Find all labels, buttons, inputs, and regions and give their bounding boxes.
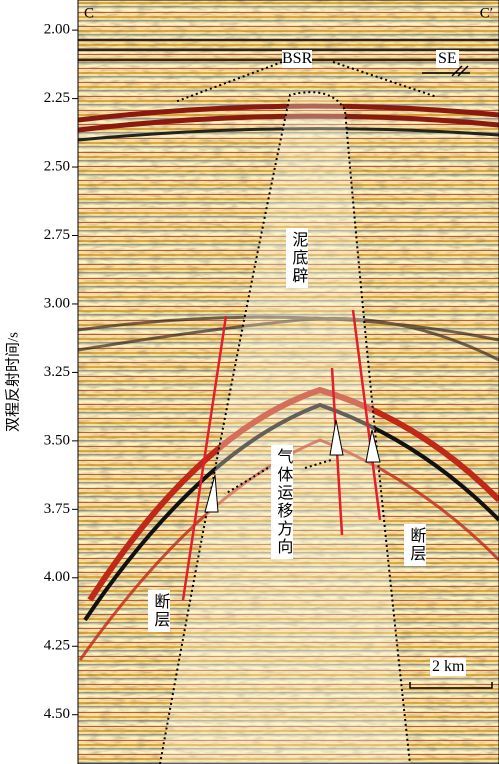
y-tick-label: 3.75 — [44, 501, 70, 517]
y-tick-label: 2.00 — [44, 22, 70, 38]
seismic-profile: 2.00 2.25 2.50 2.75 3.00 3.25 3.50 3.75 4.00 4.25… — [0, 0, 499, 764]
diapir-label: 泥底辟 — [286, 228, 308, 288]
y-tick-label: 4.00 — [44, 569, 70, 585]
seismic-image — [78, 0, 499, 764]
y-tick-label: 3.00 — [44, 295, 70, 311]
profile-end: C′ — [480, 5, 493, 21]
y-tick-label: 4.25 — [44, 638, 70, 654]
scale-label: 2 km — [430, 658, 466, 676]
y-tick-label: 2.25 — [44, 90, 70, 106]
y-tick-label: 4.50 — [44, 706, 70, 722]
fault-label: 断层 — [148, 590, 170, 632]
profile-start: C — [84, 5, 94, 21]
gas-migration-label: 气体运移方向 — [271, 445, 293, 559]
figure: 2.00 2.25 2.50 2.75 3.00 3.25 3.50 3.75 4.00 4.25… — [0, 0, 499, 764]
y-axis: 2.00 2.25 2.50 2.75 3.00 3.25 3.50 3.75 4.00 4.25… — [44, 22, 78, 723]
y-axis-label: 双程反射时间/s — [4, 332, 21, 432]
y-tick-label: 2.75 — [44, 227, 70, 243]
y-tick-label: 2.50 — [44, 158, 70, 174]
bsr-label: BSR — [282, 50, 312, 68]
y-tick-label: 3.25 — [44, 364, 70, 380]
direction-label: SE — [436, 50, 459, 68]
y-tick-label: 3.50 — [44, 432, 70, 448]
fault-label: 断层 — [404, 524, 426, 566]
